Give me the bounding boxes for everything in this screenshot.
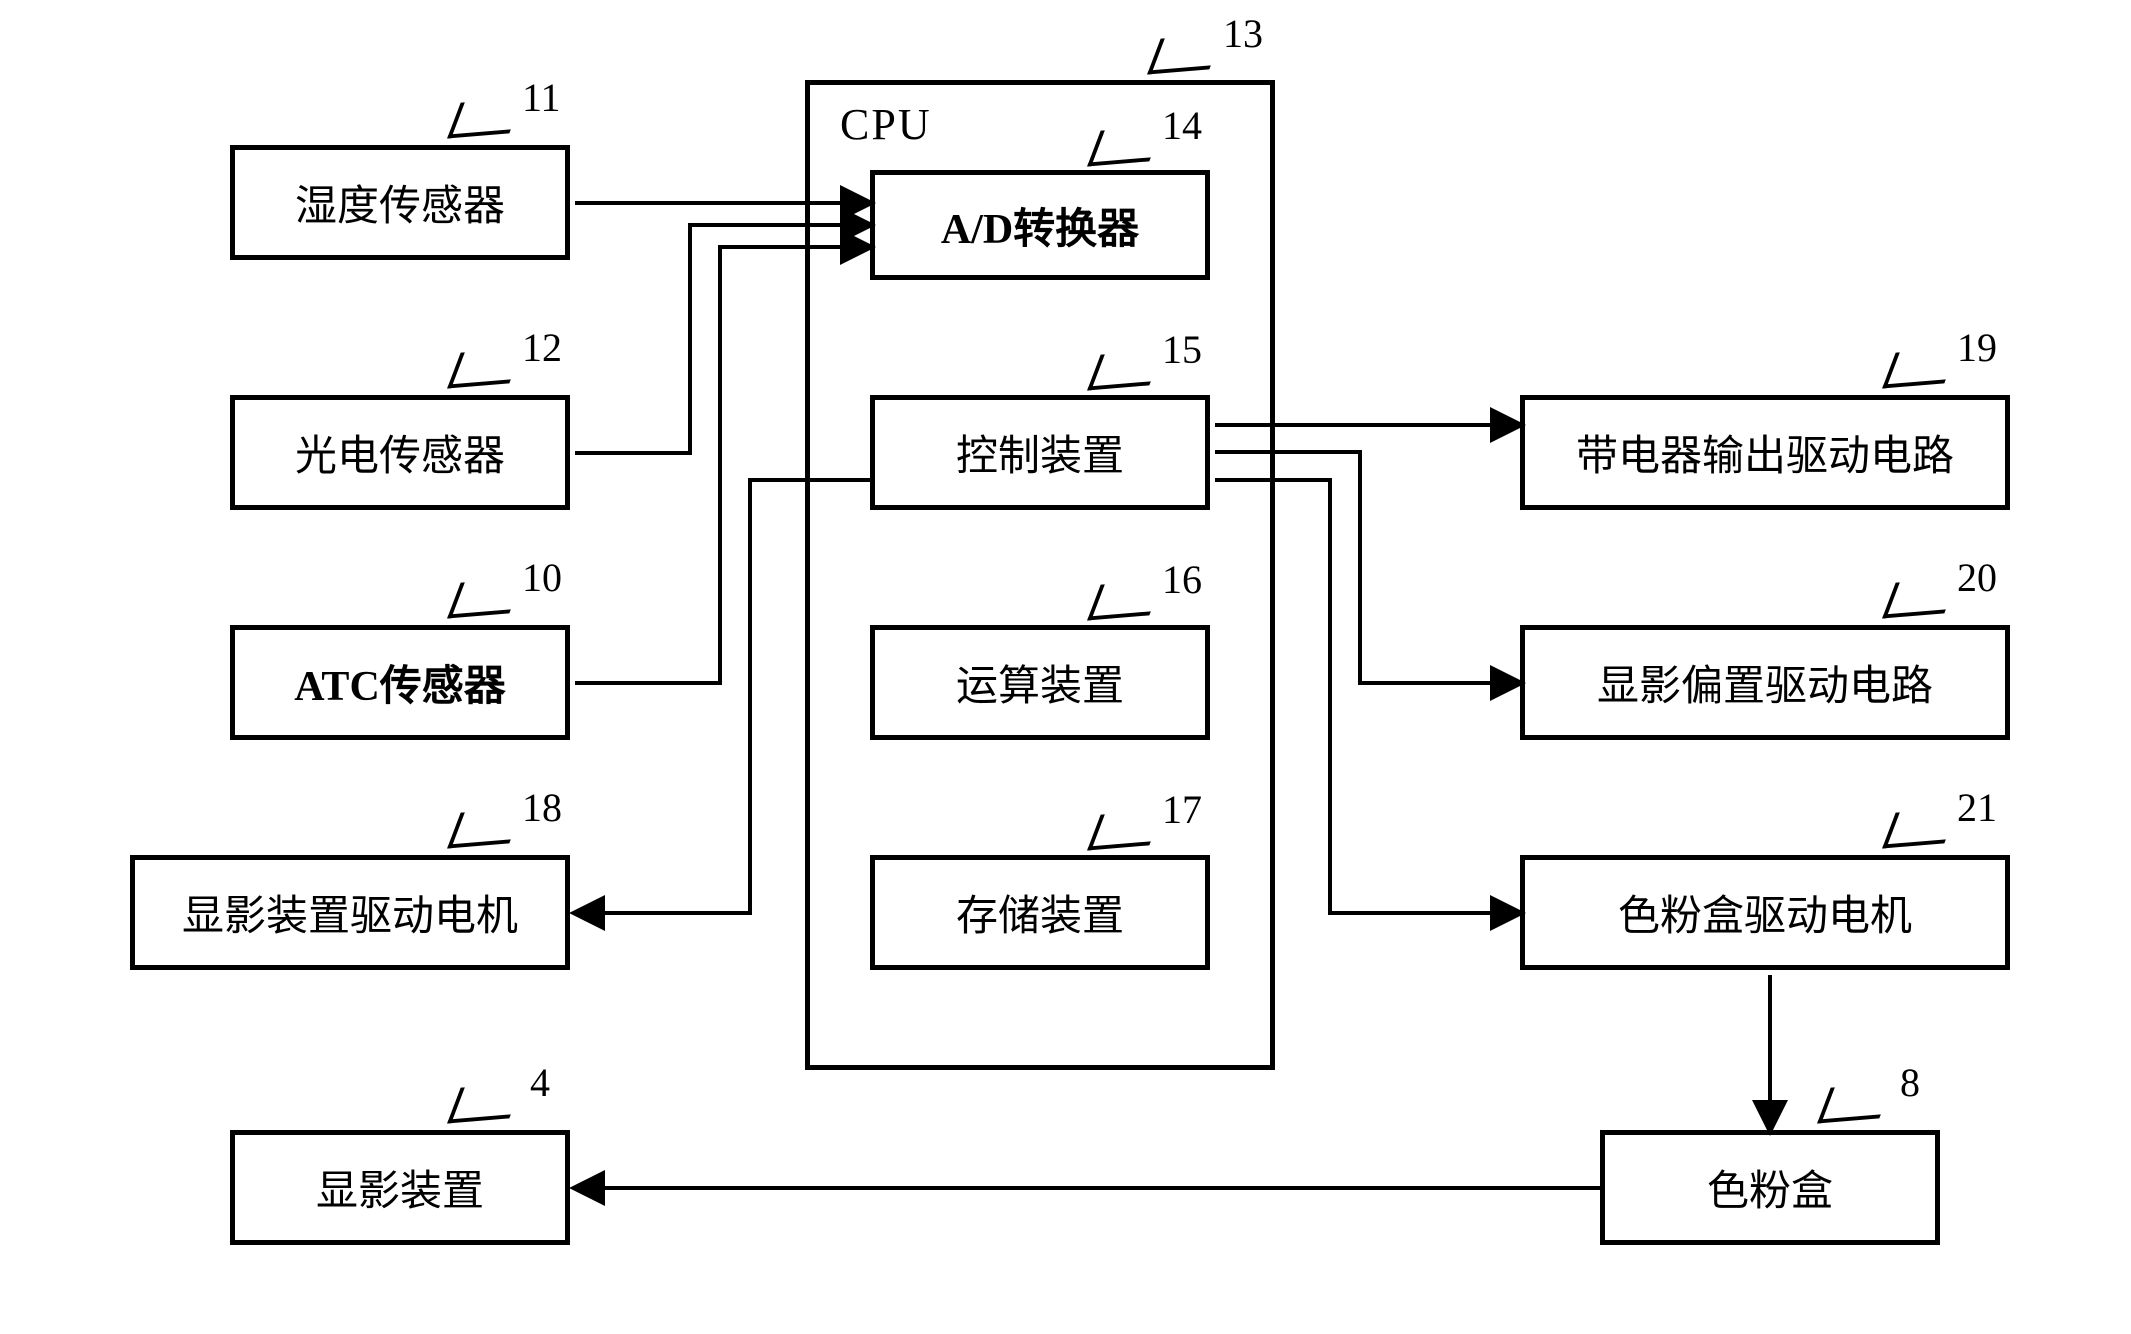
dev-device-block: 显影装置 bbox=[230, 1130, 570, 1245]
ad-converter-label: A/D转换器 bbox=[941, 195, 1139, 256]
ref-tick-21 bbox=[1882, 807, 1958, 848]
toner-box-block: 色粉盒 bbox=[1600, 1130, 1940, 1245]
atc-sensor-label: ATC传感器 bbox=[294, 652, 506, 713]
ref-11: 11 bbox=[522, 74, 561, 121]
ref-tick-4 bbox=[447, 1082, 523, 1123]
ref-tick-19 bbox=[1882, 347, 1958, 388]
photo-sensor-block: 光电传感器 bbox=[230, 395, 570, 510]
dev-device-label: 显影装置 bbox=[316, 1157, 484, 1218]
ref-tick-20 bbox=[1882, 577, 1958, 618]
ref-tick-18 bbox=[447, 807, 523, 848]
dev-bias-drive-block: 显影偏置驱动电路 bbox=[1520, 625, 2010, 740]
ref-tick-10 bbox=[447, 577, 523, 618]
arithmetic-device-block: 运算装置 bbox=[870, 625, 1210, 740]
ref-13: 13 bbox=[1223, 10, 1263, 57]
ref-15: 15 bbox=[1162, 326, 1202, 373]
cpu-label: CPU bbox=[840, 99, 932, 150]
humidity-sensor-label: 湿度传感器 bbox=[295, 172, 505, 233]
toner-motor-label: 色粉盒驱动电机 bbox=[1618, 882, 1912, 943]
toner-box-label: 色粉盒 bbox=[1707, 1157, 1833, 1218]
diagram-canvas: CPU 13 A/D转换器 14 控制装置 15 运算装置 16 存储装置 17… bbox=[0, 0, 2131, 1334]
atc-sensor-block: ATC传感器 bbox=[230, 625, 570, 740]
storage-device-block: 存储装置 bbox=[870, 855, 1210, 970]
charger-drive-label: 带电器输出驱动电路 bbox=[1576, 422, 1954, 483]
dev-motor-block: 显影装置驱动电机 bbox=[130, 855, 570, 970]
charger-drive-block: 带电器输出驱动电路 bbox=[1520, 395, 2010, 510]
dev-bias-drive-label: 显影偏置驱动电路 bbox=[1597, 652, 1933, 713]
ref-21: 21 bbox=[1957, 784, 1997, 831]
ref-tick-12 bbox=[447, 347, 523, 388]
ad-converter-block: A/D转换器 bbox=[870, 170, 1210, 280]
humidity-sensor-block: 湿度传感器 bbox=[230, 145, 570, 260]
ref-14: 14 bbox=[1162, 102, 1202, 149]
dev-motor-label: 显影装置驱动电机 bbox=[182, 882, 518, 943]
ref-12: 12 bbox=[522, 324, 562, 371]
ref-tick-8 bbox=[1817, 1082, 1893, 1123]
ref-19: 19 bbox=[1957, 324, 1997, 371]
ref-20: 20 bbox=[1957, 554, 1997, 601]
ref-17: 17 bbox=[1162, 786, 1202, 833]
ref-16: 16 bbox=[1162, 556, 1202, 603]
ref-tick-11 bbox=[447, 97, 523, 138]
ref-4: 4 bbox=[530, 1059, 550, 1106]
control-device-label: 控制装置 bbox=[956, 422, 1124, 483]
control-device-block: 控制装置 bbox=[870, 395, 1210, 510]
ref-10: 10 bbox=[522, 554, 562, 601]
arithmetic-device-label: 运算装置 bbox=[956, 652, 1124, 713]
storage-device-label: 存储装置 bbox=[956, 882, 1124, 943]
photo-sensor-label: 光电传感器 bbox=[295, 422, 505, 483]
toner-motor-block: 色粉盒驱动电机 bbox=[1520, 855, 2010, 970]
ref-8: 8 bbox=[1900, 1059, 1920, 1106]
ref-18: 18 bbox=[522, 784, 562, 831]
ref-tick-13 bbox=[1147, 33, 1223, 74]
